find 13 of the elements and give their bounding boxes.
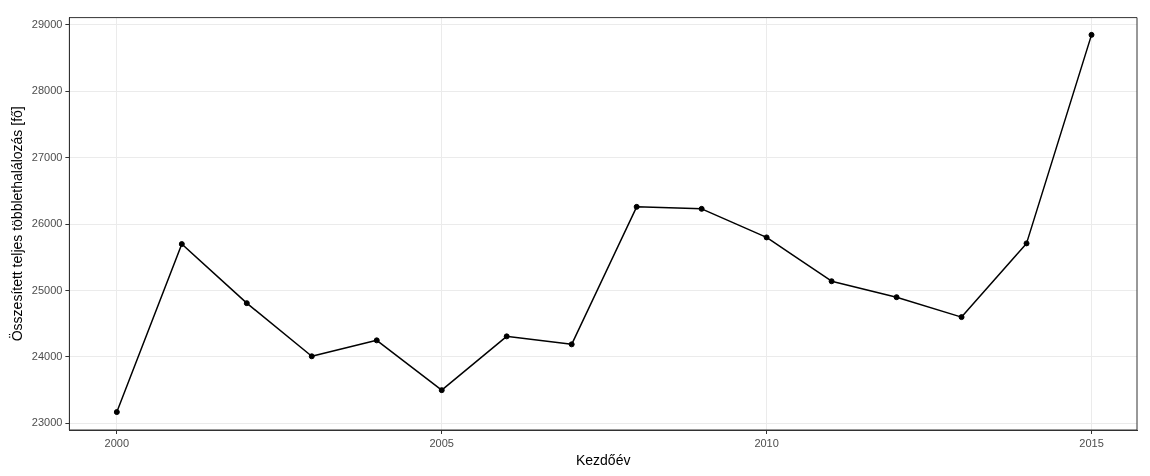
y-tick-label: 24000 (31, 349, 63, 362)
y-tick-label: 26000 (31, 217, 63, 230)
x-axis-title: Kezdőév (575, 452, 631, 469)
x-tick-label: 2010 (754, 436, 779, 449)
y-axis-title: Összesített teljes többlethalálozás [fő] (8, 106, 26, 342)
y-tick-label: 29000 (31, 17, 63, 30)
y-tick-label: 27000 (31, 150, 63, 163)
x-tick-label: 2015 (1079, 436, 1104, 449)
x-tick-label: 2000 (104, 436, 130, 449)
y-tick-label: 23000 (31, 416, 63, 429)
y-tick-label: 28000 (31, 84, 63, 97)
y-tick-label: 25000 (31, 283, 63, 296)
x-tick-label: 2005 (429, 436, 454, 449)
